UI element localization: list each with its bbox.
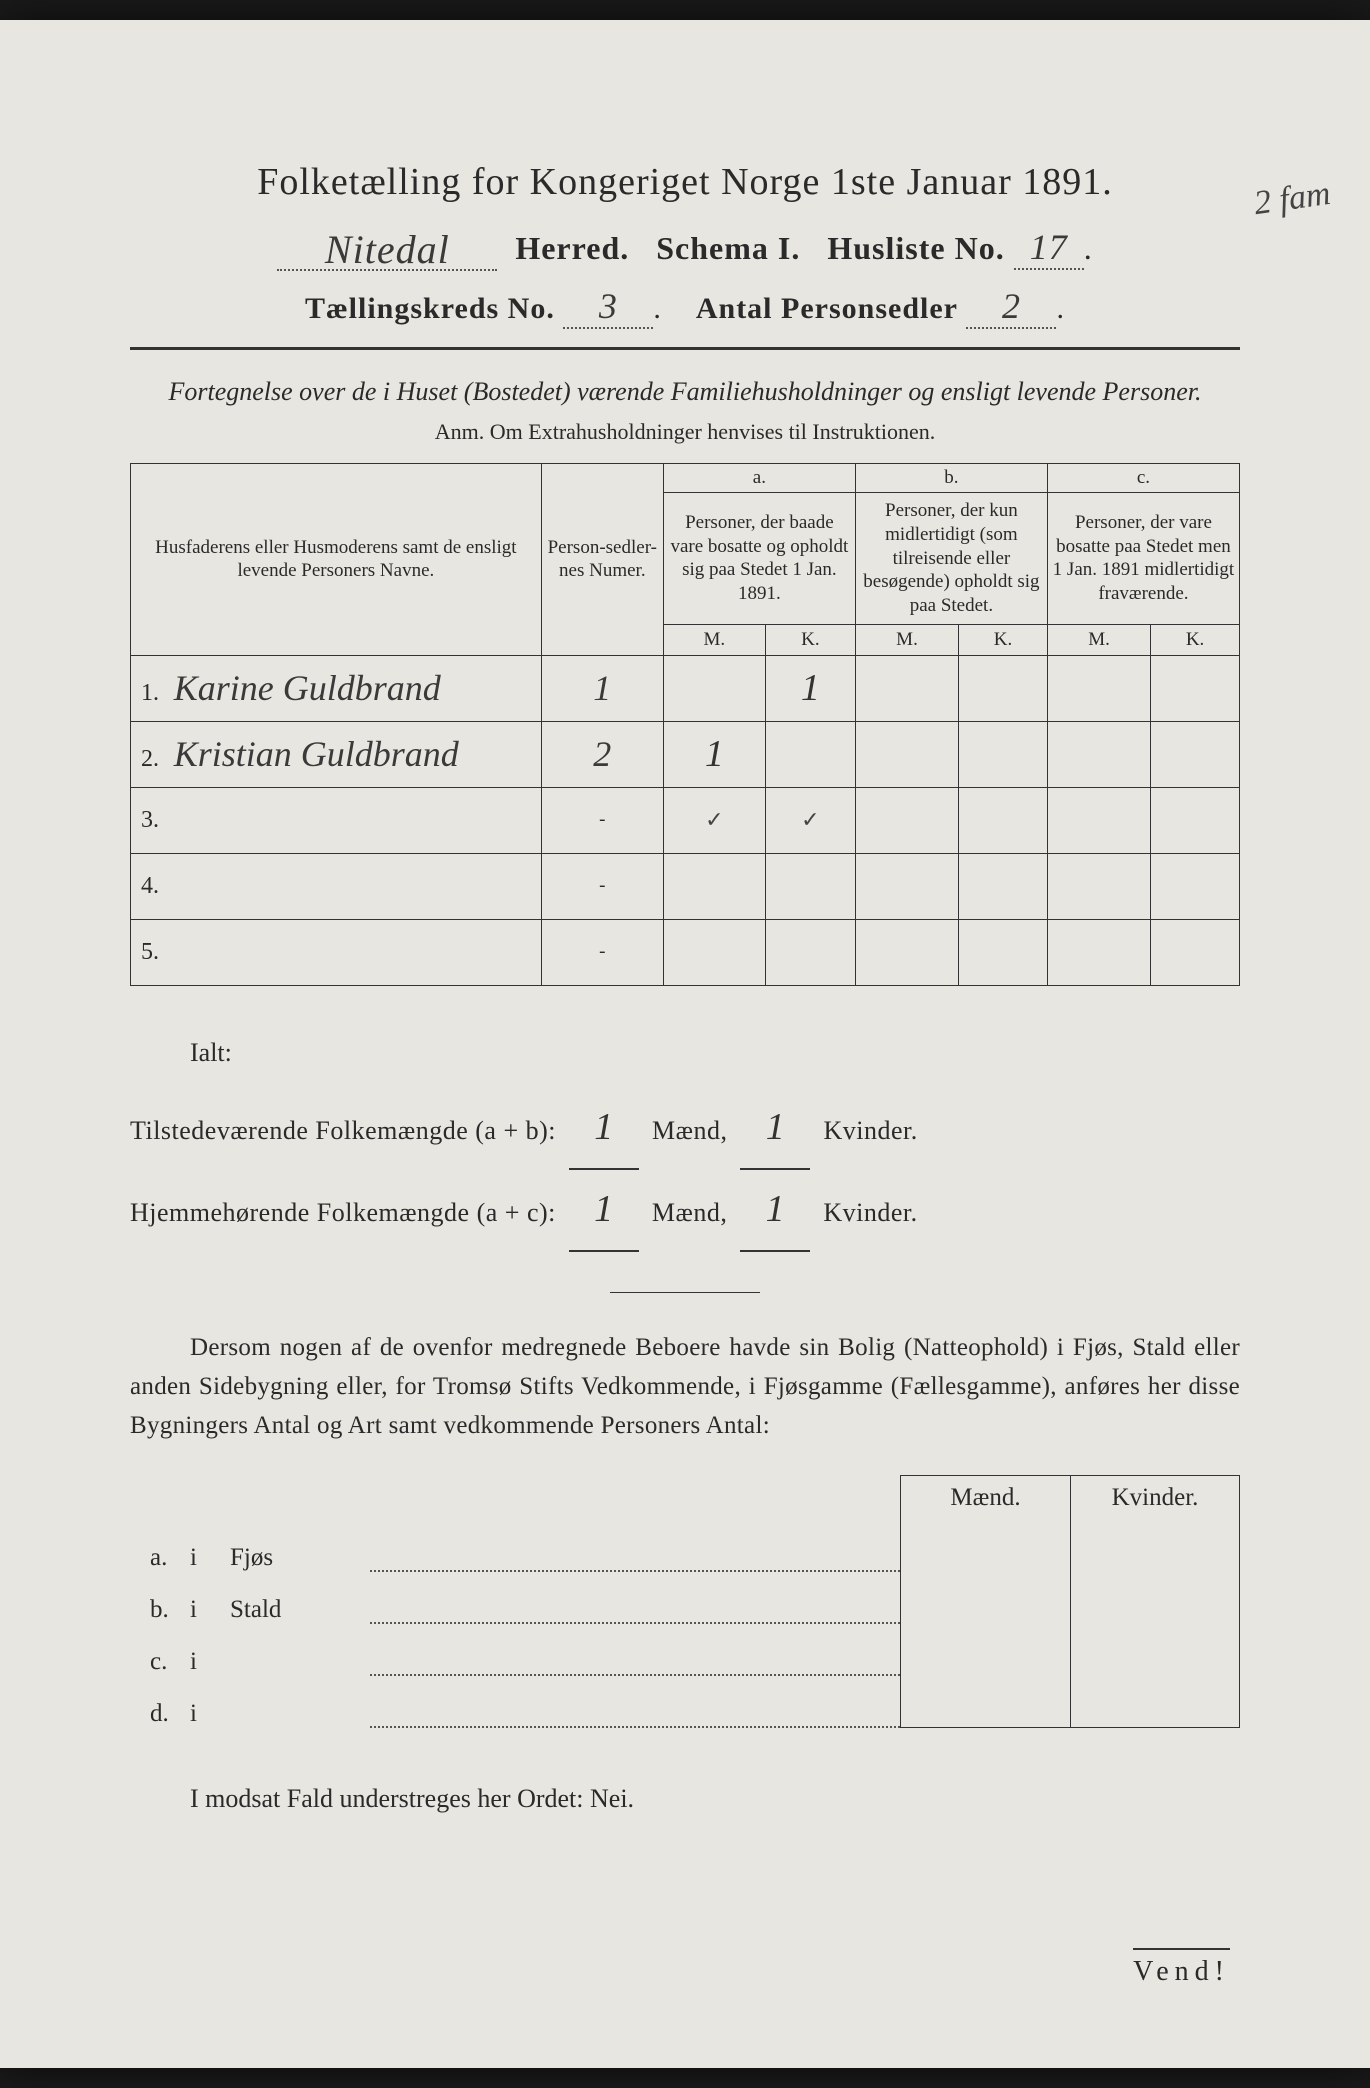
anm-note: Anm. Om Extrahusholdninger henvises til … [130,419,1240,445]
maend-label: Mænd, [652,1198,727,1227]
col-c-desc: Personer, der vare bosatte paa Stedet me… [1047,493,1239,625]
maend-label: Mænd, [652,1116,727,1145]
hjemme-k: 1 [766,1188,786,1230]
col-b-desc: Personer, der kun midlertidigt (som tilr… [855,493,1047,625]
divider [130,347,1240,350]
mk-header: K. [959,624,1048,655]
totals-block: Ialt: Tilstedeværende Folkemængde (a + b… [130,1026,1240,1252]
bygn-head-m: Mænd. [900,1475,1070,1520]
ialt-title: Ialt: [190,1026,1240,1081]
bygn-row: a.iFjøs [130,1520,1240,1572]
tilstede-row: Tilstedeværende Folkemængde (a + b): 1 M… [130,1088,1240,1170]
kreds-label: Tællingskreds No. [305,292,555,325]
col-num-header: Person-sedler-nes Numer. [541,464,663,656]
mk-header: M. [663,624,765,655]
form-subtitle: Fortegnelse over de i Huset (Bostedet) v… [130,374,1240,409]
kvinder-label: Kvinder. [823,1198,917,1227]
herred-line: Nitedal Herred. Schema I. Husliste No. 1… [130,222,1240,271]
col-name-header: Husfaderens eller Husmoderens samt de en… [131,464,542,656]
kvinder-label: Kvinder. [823,1116,917,1145]
bygning-table: Mænd. Kvinder. a.iFjøsb.iStaldc.id.i [130,1475,1240,1728]
col-b-label: b. [855,464,1047,493]
antal-label: Antal Personsedler [696,292,958,325]
hjemme-row: Hjemmehørende Folkemængde (a + c): 1 Mæn… [130,1170,1240,1252]
col-c-label: c. [1047,464,1239,493]
col-a-desc: Personer, der baade vare bosatte og opho… [663,493,855,625]
hjemme-m: 1 [594,1188,614,1230]
bygn-row: d.i [130,1676,1240,1728]
form-title: Folketælling for Kongeriget Norge 1ste J… [130,160,1240,204]
kreds-no: 3 [599,286,618,326]
table-row: 2. Kristian Guldbrand21 [131,721,1240,787]
short-divider [610,1292,760,1293]
margin-annotation: 2 fam [1251,175,1332,223]
mk-header: M. [1047,624,1150,655]
kreds-line: Tællingskreds No. 3. Antal Personsedler … [130,285,1240,329]
table-row: 3. -✓✓ [131,787,1240,853]
bygn-row: c.i [130,1624,1240,1676]
schema-label: Schema I. [656,230,800,266]
table-row: 1. Karine Guldbrand11 [131,655,1240,721]
col-a-label: a. [663,464,855,493]
table-row: 5. - [131,919,1240,985]
table-row: 4. - [131,853,1240,919]
hjemme-label: Hjemmehørende Folkemængde (a + c): [130,1198,556,1227]
bygning-paragraph: Dersom nogen af de ovenfor medregnede Be… [130,1329,1240,1445]
mk-header: K. [1151,624,1240,655]
census-table: Husfaderens eller Husmoderens samt de en… [130,463,1240,986]
mk-header: K. [765,624,855,655]
census-form-page: 2 fam Folketælling for Kongeriget Norge … [0,20,1370,2068]
bygn-row: b.iStald [130,1572,1240,1624]
vend-label: Vend! [1133,1948,1230,1988]
herred-label: Herred. [515,230,629,266]
antal-val: 2 [1002,286,1021,326]
bygn-head-k: Kvinder. [1070,1475,1240,1520]
tilstede-m: 1 [594,1106,614,1148]
tilstede-label: Tilstedeværende Folkemængde (a + b): [130,1116,556,1145]
tilstede-k: 1 [766,1106,786,1148]
herred-name: Nitedal [325,226,450,273]
mk-header: M. [855,624,958,655]
husliste-no: 17 [1030,227,1068,267]
husliste-label: Husliste No. [827,230,1004,266]
nei-line: I modsat Fald understreges her Ordet: Ne… [130,1784,1240,1814]
